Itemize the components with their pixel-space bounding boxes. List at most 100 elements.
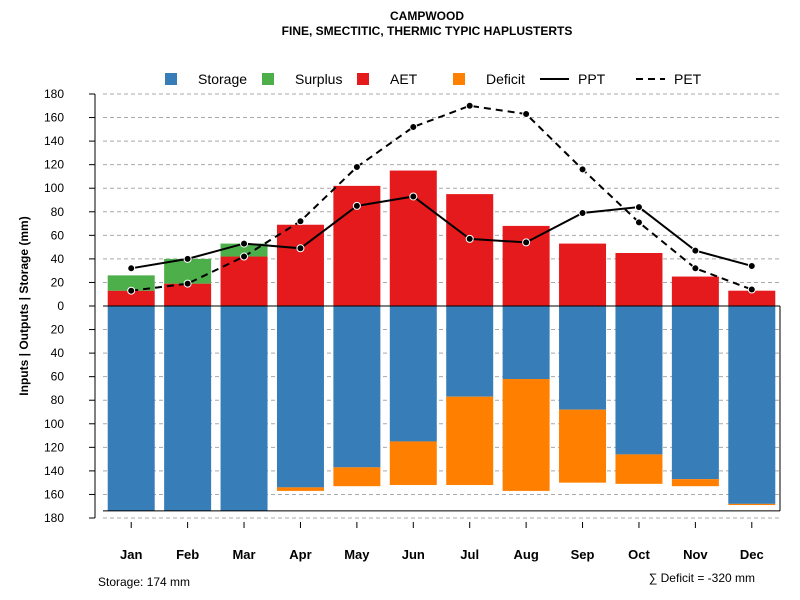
legend-label: Storage [198, 71, 247, 87]
y-tick-label: 60 [51, 370, 65, 384]
legend-label: AET [390, 71, 418, 87]
ppt-point [296, 244, 305, 253]
deficit-bar [389, 441, 437, 486]
legend: Storage Surplus AET Deficit PPT PET [165, 71, 702, 87]
ppt-point [240, 239, 249, 248]
x-tick-label: Mar [232, 547, 255, 562]
lines [127, 101, 756, 295]
pet-point [747, 285, 756, 294]
deficit-summary: ∑ Deficit = -320 mm [649, 571, 755, 585]
pet-line [131, 104, 753, 292]
x-tick-label: Feb [176, 547, 199, 562]
gridlines [103, 93, 780, 519]
storage-bar [220, 306, 268, 511]
bars [107, 170, 776, 511]
legend-label: Surplus [295, 71, 342, 87]
y-tick-label: 80 [51, 393, 65, 407]
aet-bar [615, 253, 663, 306]
storage-bar [276, 306, 324, 488]
pet-point [127, 286, 136, 295]
aet-bar [164, 283, 212, 306]
ppt-line [131, 195, 753, 270]
deficit-bar [276, 487, 324, 491]
legend-label: PPT [578, 71, 606, 87]
storage-bar [559, 306, 607, 410]
aet-bar [389, 170, 437, 306]
pet-point [522, 110, 531, 119]
pet-point [240, 252, 249, 261]
pet-point [352, 163, 361, 172]
ppt-point [522, 238, 531, 247]
storage-bar [333, 306, 381, 468]
aet-bar [276, 224, 324, 306]
aet-bar [671, 276, 719, 306]
deficit-bar [502, 379, 550, 491]
y-tick-label: 180 [44, 87, 64, 101]
surplus-bar [107, 275, 155, 291]
pet-point [634, 218, 643, 227]
legend-swatch [453, 73, 465, 85]
aet-bar [446, 194, 494, 306]
pet-point [296, 217, 305, 226]
x-tick-label: Jul [460, 547, 479, 562]
storage-bar [671, 306, 719, 480]
chart-subtitle: FINE, SMECTITIC, THERMIC TYPIC HAPLUSTER… [282, 24, 573, 38]
chart-title: CAMPWOOD [390, 9, 464, 23]
y-axis-label: Inputs | Outputs | Storage (mm) [17, 216, 31, 395]
pet-point [409, 122, 418, 131]
deficit-bar [615, 454, 663, 484]
ppt-point [183, 254, 192, 263]
y-tick-label: 40 [51, 346, 65, 360]
y-tick-label: 180 [44, 511, 64, 525]
aet-bar [728, 290, 776, 306]
deficit-bar [559, 409, 607, 483]
ppt-point [578, 208, 587, 217]
y-tick-label: 120 [44, 440, 64, 454]
y-tick-label: 160 [44, 111, 64, 125]
y-tick-label: 140 [44, 134, 64, 148]
y-tick-label: 80 [51, 205, 65, 219]
y-tick-label: 160 [44, 487, 64, 501]
x-tick-label: Nov [683, 547, 708, 562]
storage-bar [615, 306, 663, 455]
y-tick-label: 0 [57, 299, 64, 313]
y-tick-label: 40 [51, 252, 65, 266]
x-tick-label: May [344, 547, 370, 562]
y-tick-label: 20 [51, 275, 65, 289]
ppt-point [465, 234, 474, 243]
y-tick-label: 20 [51, 323, 65, 337]
storage-bar [502, 306, 550, 380]
ppt-point [127, 264, 136, 273]
legend-swatch [357, 73, 369, 85]
aet-bar [502, 225, 550, 306]
x-tick-label: Sep [571, 547, 595, 562]
x-tick-label: Oct [628, 547, 650, 562]
y-tick-label: 60 [51, 228, 65, 242]
x-tick-label: Dec [740, 547, 764, 562]
storage-bar [389, 306, 437, 442]
pet-point [691, 264, 700, 273]
surplus-bar [164, 258, 212, 284]
storage-bar [107, 306, 155, 511]
y-tick-label: 120 [44, 158, 64, 172]
deficit-bar [333, 467, 381, 487]
deficit-bar [671, 479, 719, 487]
x-tick-label: Jun [402, 547, 425, 562]
deficit-bar [728, 503, 776, 506]
aet-bar [107, 290, 155, 306]
aet-bar [559, 243, 607, 306]
legend-swatch [165, 73, 177, 85]
x-tick-label: Aug [513, 547, 538, 562]
storage-summary: Storage: 174 mm [98, 575, 190, 589]
pet-point [578, 165, 587, 174]
y-tick-label: 100 [44, 181, 64, 195]
storage-bar [164, 306, 212, 511]
deficit-bar [446, 396, 494, 486]
x-tick-label: Apr [289, 547, 311, 562]
axes: 180 160 140 120 100 80 60 40 20 0 20 40 60 80 100 120 14… [44, 87, 781, 562]
x-tick-label: Jan [120, 547, 142, 562]
storage-bar [728, 306, 776, 504]
legend-swatch [262, 73, 274, 85]
ppt-point [747, 261, 756, 270]
